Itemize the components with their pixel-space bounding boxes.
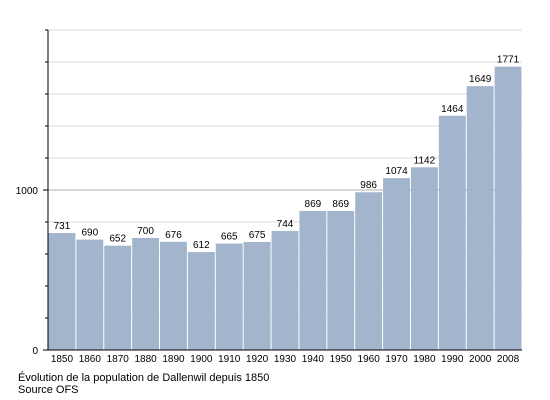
data-label: 744 (277, 219, 294, 230)
x-tick-label: 2000 (469, 354, 492, 365)
bar (215, 243, 243, 350)
data-label: 731 (54, 221, 71, 232)
bar (299, 210, 327, 350)
data-label: 665 (221, 232, 238, 243)
y-tick-label: 0 (32, 346, 38, 357)
data-label: 869 (305, 199, 322, 210)
data-label: 869 (332, 199, 349, 210)
x-tick-label: 2008 (497, 354, 520, 365)
bar (160, 241, 187, 350)
x-tick-label: 1940 (302, 354, 325, 365)
bar (383, 178, 410, 350)
bar (132, 238, 160, 350)
bar (76, 239, 104, 350)
x-tick-label: 1860 (79, 354, 102, 365)
data-labels: 731 690 652 700 676 612 665 675 744 869 869 986 1074… (54, 55, 520, 251)
x-tick-label: 1920 (246, 354, 269, 365)
data-label: 1464 (441, 104, 464, 115)
data-label: 1142 (414, 155, 436, 166)
bar (466, 86, 494, 350)
bar (494, 66, 522, 350)
bar (327, 210, 355, 350)
bar (271, 230, 299, 350)
axes: 1850 1860 1870 1880 1890 1900 1910 1920 1930 1940… (16, 29, 522, 365)
x-tick-label: 1960 (358, 354, 381, 365)
data-label: 1074 (385, 166, 408, 177)
x-tick-label: 1930 (274, 354, 297, 365)
bars (48, 66, 522, 350)
data-label: 652 (109, 234, 126, 245)
x-tick-label: 1980 (413, 354, 436, 365)
data-label: 986 (360, 180, 377, 191)
x-tick-label: 1910 (218, 354, 241, 365)
x-tick-label: 1900 (190, 354, 213, 365)
data-label: 612 (193, 240, 210, 251)
bar (187, 252, 215, 350)
bar (104, 245, 132, 350)
bar (438, 115, 466, 350)
bar (48, 233, 76, 350)
data-label: 690 (81, 228, 98, 239)
chart-caption: Évolution de la population de Dallenwil … (18, 372, 270, 384)
data-label: 1771 (497, 55, 520, 66)
data-label: 675 (249, 230, 266, 241)
data-label: 1649 (469, 74, 492, 85)
bar (243, 242, 271, 350)
x-tick-label: 1890 (162, 354, 185, 365)
bar (355, 192, 383, 350)
x-tick-label: 1870 (107, 354, 130, 365)
x-tick-label: 1990 (441, 354, 464, 365)
x-tick-label: 1850 (51, 354, 74, 365)
data-label: 700 (137, 226, 154, 237)
x-tick-label: 1970 (385, 354, 408, 365)
chart-source: Source OFS (18, 384, 79, 396)
x-tick-label: 1880 (134, 354, 157, 365)
data-label: 676 (165, 230, 182, 241)
y-tick-label: 1000 (16, 186, 39, 197)
x-tick-label: 1950 (330, 354, 353, 365)
bar (410, 167, 438, 350)
